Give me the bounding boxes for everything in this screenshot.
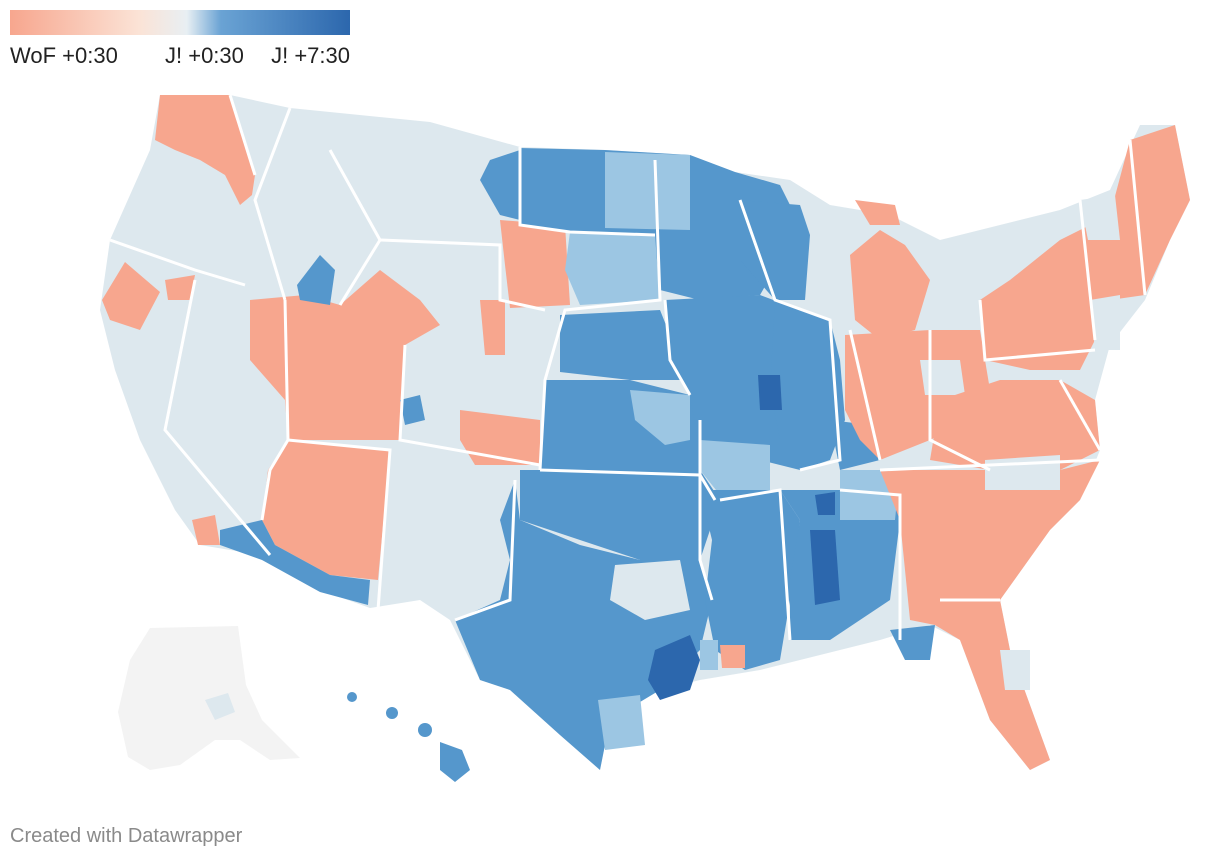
region-hawaii-maui [418,723,432,737]
region-florida-light [1000,650,1030,690]
region-houston [648,635,700,700]
region-mississippi-dark [810,530,840,605]
color-legend: WoF +0:30 J! +0:30 J! +7:30 [10,10,350,70]
region-mississippi-north [815,492,835,515]
region-upper-michigan [855,200,900,225]
region-arkansas-louisiana [700,490,800,670]
region-western-nd [480,150,520,220]
region-nebraska [560,310,690,380]
region-grand-junction [400,395,425,425]
region-oregon-east [165,275,195,300]
region-socal-spot [192,515,220,545]
region-eastern-wyoming [500,220,570,308]
region-pacific-northwest [155,95,255,205]
region-idaho-falls [297,255,335,305]
region-ohio-light [920,360,965,395]
region-hawaii-big [440,742,470,782]
region-louisiana-wof [720,645,745,668]
region-louisiana-light [700,640,718,670]
region-wisconsin [740,200,810,300]
region-great-basin [250,270,440,440]
region-illinois [770,300,845,470]
region-southeast [880,460,1100,770]
region-alaska [118,626,300,770]
region-arizona [262,440,390,580]
region-alaska-island [205,693,235,720]
region-vermont-light [1080,195,1120,240]
region-mid-atlantic [930,380,1100,470]
legend-label-j-low: J! +0:30 [165,43,244,68]
region-mississippi-alabama [780,490,900,640]
legend-gradient-bar [10,10,350,35]
datawrapper-credit[interactable]: Created with Datawrapper [10,825,243,847]
region-nd-light [605,152,690,230]
region-south-texas-light [598,695,645,750]
state-borders [109,94,1147,641]
region-se-colorado [460,410,540,465]
region-texas [455,480,712,770]
region-oklahoma [520,470,720,560]
region-missouri-light [630,390,690,445]
region-nc-light [985,455,1060,490]
region-south-dakota [565,232,660,305]
legend-label-j-high: J! +7:30 [271,43,350,68]
region-michigan [850,230,930,340]
region-gulf-coast [890,625,935,660]
legend-label-wof: WoF +0:30 [10,43,118,68]
region-illinois-dark [758,375,782,410]
region-oregon-coast [102,262,160,330]
region-hawaii-oahu [386,707,398,719]
region-new-jersey-light [1090,295,1120,350]
region-north-texas-light [610,560,690,620]
region-wyoming-strip [480,300,505,355]
region-ozarks-light [700,440,770,495]
region-hawaii-island [347,692,357,702]
